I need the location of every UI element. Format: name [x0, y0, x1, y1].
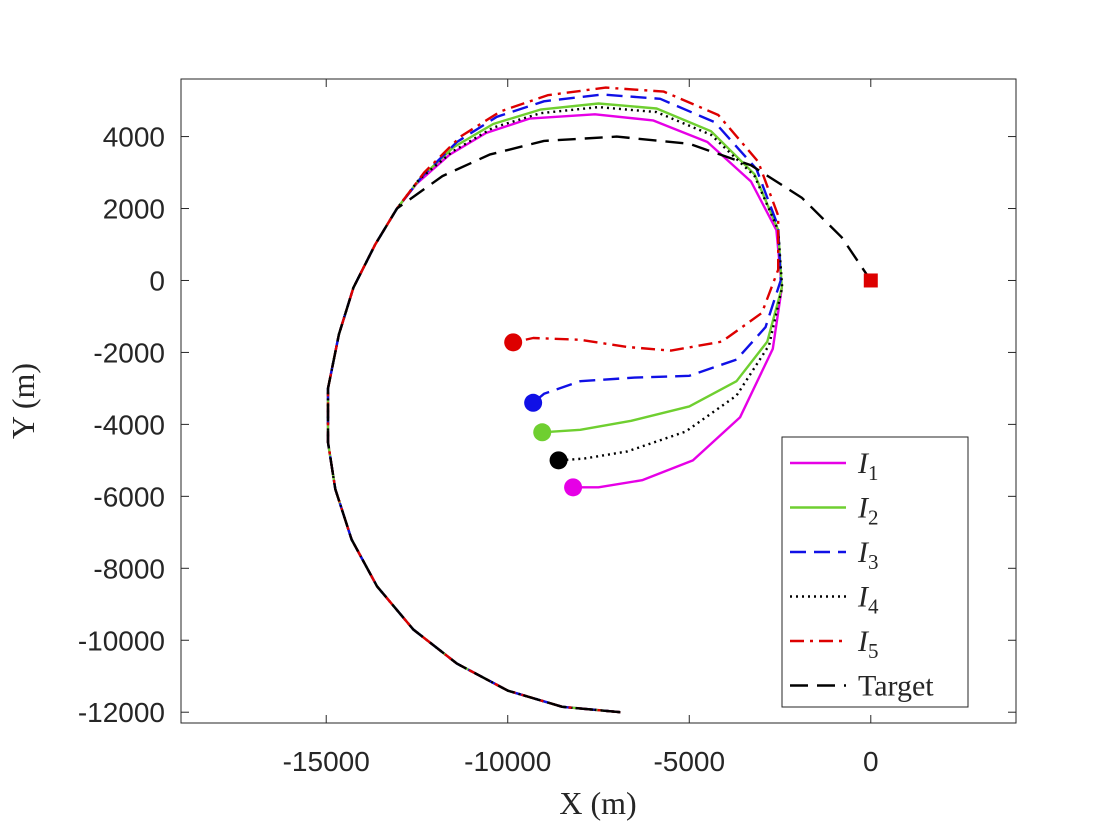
x-tick-label: -10000 — [464, 746, 551, 777]
endpoint-marker-i5 — [504, 333, 523, 352]
x-axis-label: X (m) — [559, 785, 636, 821]
x-tick-label: -15000 — [283, 746, 370, 777]
endpoint-marker-i1 — [564, 478, 583, 497]
series-line-i3 — [326, 93, 782, 714]
legend-label-i5: I5 — [857, 625, 879, 663]
series-line-target — [326, 135, 872, 714]
legend-label-i4: I4 — [857, 581, 879, 619]
legend-box — [781, 436, 969, 708]
endpoint-marker-target — [863, 273, 878, 288]
y-tick-label: -2000 — [93, 337, 165, 368]
legend-label-target: Target — [858, 670, 934, 703]
legend-label-i3: I3 — [857, 536, 879, 574]
series-layer — [326, 86, 872, 714]
marker-layer — [504, 273, 878, 497]
y-tick-label: 2000 — [103, 194, 165, 225]
y-tick-label: 4000 — [103, 122, 165, 153]
y-tick-label: -10000 — [78, 625, 165, 656]
series-line-i4 — [326, 105, 784, 714]
legend-label-i1: I1 — [857, 447, 879, 485]
y-tick-label: -4000 — [93, 409, 165, 440]
legend-label-i2: I2 — [857, 492, 879, 530]
plot-frame — [180, 78, 1017, 724]
endpoint-marker-i3 — [524, 393, 543, 412]
endpoint-marker-i4 — [549, 451, 568, 470]
y-tick-label: -8000 — [93, 553, 165, 584]
y-tick-label: 0 — [149, 265, 165, 296]
y-tick-label: -12000 — [78, 697, 165, 728]
x-tick-label: 0 — [863, 746, 879, 777]
tick-layer: -15000 -10000 -5000 0 -12000 -10000 -8000 -6000… — [78, 79, 1016, 777]
legend: I1 I2 I3 I4 I5 Target — [781, 436, 969, 708]
x-tick-label: -5000 — [653, 746, 725, 777]
y-axis-label: Y (m) — [5, 363, 41, 439]
y-tick-label: -6000 — [93, 481, 165, 512]
endpoint-marker-i2 — [533, 423, 552, 442]
